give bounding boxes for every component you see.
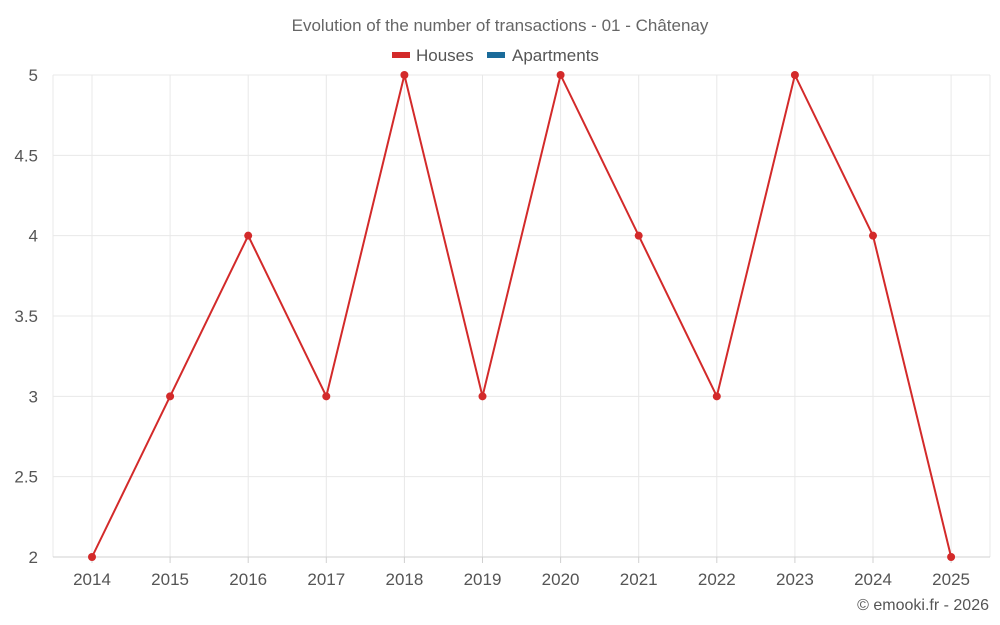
x-tick-label: 2016 — [229, 570, 267, 589]
chart-title: Evolution of the number of transactions … — [292, 16, 709, 35]
data-point-houses-2022[interactable] — [712, 392, 721, 401]
x-tick-label: 2024 — [854, 570, 892, 589]
x-tick-label: 2018 — [385, 570, 423, 589]
legend-item-houses[interactable]: Houses — [392, 46, 474, 65]
y-tick-label: 4.5 — [14, 146, 38, 165]
x-tick-label: 2015 — [151, 570, 189, 589]
axes: 2 2.5 3 3.5 4 4.5 5 2014 2015 2016 2017 2018 2019 202… — [14, 66, 990, 589]
legend: Houses Apartments — [392, 46, 599, 65]
legend-label-houses: Houses — [416, 46, 474, 65]
x-tick-label: 2021 — [620, 570, 658, 589]
data-point-houses-2019[interactable] — [478, 392, 487, 401]
data-point-houses-2025[interactable] — [947, 553, 956, 561]
credit-text: © emooki.fr - 2026 — [857, 597, 989, 614]
data-point-houses-2020[interactable] — [556, 71, 565, 79]
data-point-houses-2021[interactable] — [634, 231, 643, 240]
x-tick-label: 2014 — [73, 570, 111, 589]
series-line-houses — [91, 72, 953, 558]
legend-item-apartments[interactable]: Apartments — [487, 46, 599, 65]
x-tick-label: 2020 — [542, 570, 580, 589]
legend-swatch-houses — [392, 52, 410, 58]
y-tick-label: 3.5 — [14, 307, 38, 326]
data-point-houses-2018[interactable] — [400, 71, 409, 79]
data-point-houses-2023[interactable] — [790, 71, 799, 79]
series-houses — [91, 72, 953, 558]
y-tick-label: 2 — [29, 548, 38, 567]
data-point-houses-2017[interactable] — [322, 392, 331, 401]
legend-label-apartments: Apartments — [512, 46, 599, 65]
y-tick-label: 4 — [29, 227, 38, 246]
x-tick-label: 2019 — [464, 570, 502, 589]
y-tick-label: 2.5 — [14, 468, 38, 487]
data-point-houses-2014[interactable] — [88, 553, 96, 561]
data-point-houses-2016[interactable] — [244, 231, 253, 240]
data-point-houses-2024[interactable] — [869, 231, 877, 240]
data-point-houses-2015[interactable] — [166, 392, 175, 401]
legend-swatch-apartments — [487, 52, 505, 58]
y-tick-label: 3 — [29, 387, 38, 406]
points-houses — [88, 71, 956, 561]
x-tick-label: 2022 — [698, 570, 736, 589]
y-tick-label: 5 — [29, 66, 38, 85]
x-tick-label: 2025 — [932, 570, 970, 589]
grid — [52, 74, 991, 557]
x-tick-label: 2023 — [776, 570, 814, 589]
x-tick-label: 2017 — [307, 570, 345, 589]
